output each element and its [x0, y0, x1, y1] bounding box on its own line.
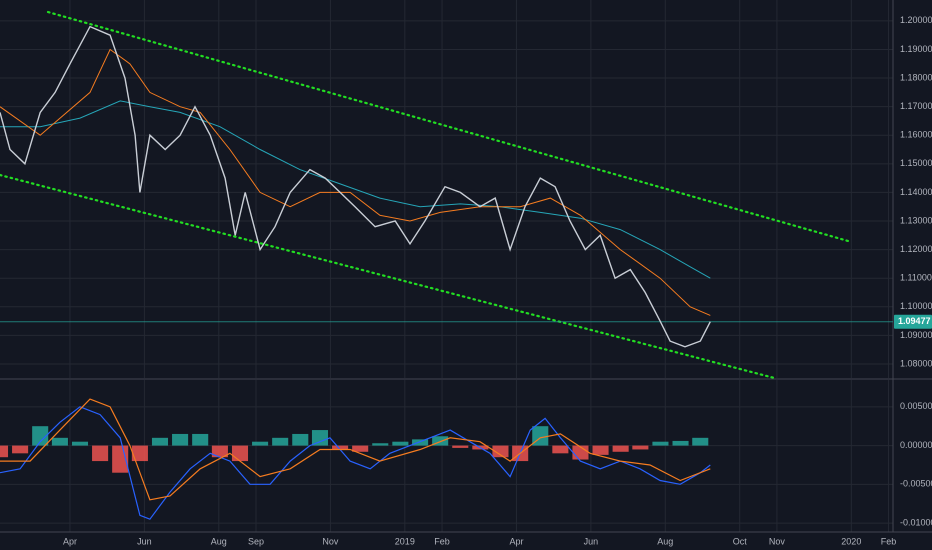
- histogram-bar: [172, 433, 189, 446]
- histogram-bar: [51, 437, 68, 446]
- histogram-bar: [71, 441, 89, 446]
- histogram-bar: [292, 433, 309, 446]
- y-tick-label: 1.10000: [900, 301, 932, 311]
- histogram-bar: [272, 437, 289, 446]
- x-tick-label: Aug: [211, 536, 227, 546]
- histogram-bar: [612, 445, 629, 452]
- histogram-bar: [672, 440, 689, 446]
- histogram-bar: [392, 441, 409, 446]
- macd-line: [0, 406, 711, 520]
- histogram-bar: [192, 433, 209, 446]
- x-tick-label: Apr: [63, 536, 77, 546]
- x-tick-label: Oct: [733, 536, 748, 546]
- histogram-bar: [32, 426, 49, 446]
- histogram-bar: [632, 445, 649, 450]
- y-tick-label: 1.15000: [900, 158, 932, 168]
- x-tick-label: Apr: [509, 536, 523, 546]
- histogram-bar: [311, 430, 329, 446]
- moving-average-line: [0, 48, 711, 316]
- histogram-bar: [372, 443, 389, 446]
- y-tick-label: 1.11000: [900, 273, 932, 283]
- x-tick-label: 2019: [395, 536, 415, 546]
- histogram-bar: [552, 445, 569, 454]
- price-line: [0, 25, 711, 348]
- y-tick-label: 1.18000: [900, 72, 932, 82]
- y-tick-label: 1.12000: [900, 244, 932, 254]
- moving-average-line: [0, 100, 711, 279]
- y-tick-label: 1.19000: [900, 44, 932, 54]
- histogram-bar: [352, 445, 369, 452]
- y-tick-label: -0.00500: [900, 479, 932, 489]
- trend-line: [0, 173, 775, 379]
- x-tick-label: Jun: [584, 536, 599, 546]
- last-price-label: 1.09477: [898, 316, 931, 326]
- histogram-bar: [492, 445, 509, 458]
- y-tick-label: 1.14000: [900, 187, 932, 197]
- x-tick-label: Nov: [769, 536, 786, 546]
- histogram-bar: [412, 439, 429, 446]
- x-tick-label: Jun: [137, 536, 152, 546]
- histogram-bar: [0, 445, 9, 458]
- x-tick-label: Sep: [248, 536, 264, 546]
- y-tick-label: 1.08000: [900, 358, 932, 368]
- histogram-bar: [432, 436, 449, 446]
- histogram-bar: [211, 445, 228, 458]
- x-tick-label: Feb: [434, 536, 450, 546]
- y-tick-label: 1.13000: [900, 215, 932, 225]
- histogram-bar: [452, 445, 469, 448]
- y-tick-label: 1.09000: [900, 330, 932, 340]
- y-tick-label: 1.17000: [900, 101, 932, 111]
- histogram-bar: [692, 437, 709, 446]
- histogram-bar: [12, 445, 29, 454]
- y-tick-label: 1.16000: [900, 130, 932, 140]
- histogram-bar: [151, 437, 169, 446]
- x-tick-label: Feb: [881, 536, 897, 546]
- x-tick-label: Nov: [322, 536, 339, 546]
- y-tick-label: 0.00500: [900, 401, 932, 411]
- x-tick-label: 2020: [841, 536, 861, 546]
- signal-line: [0, 398, 711, 501]
- histogram-bar: [332, 445, 349, 450]
- histogram-bar: [592, 445, 609, 455]
- y-tick-label: -0.01000: [900, 517, 932, 527]
- trend-line: [46, 10, 853, 243]
- x-tick-label: Aug: [657, 536, 673, 546]
- histogram-bar: [131, 445, 148, 462]
- y-tick-label: 0.00000: [900, 440, 932, 450]
- histogram-bar: [252, 441, 269, 446]
- histogram-bar: [231, 445, 249, 462]
- y-tick-label: 1.20000: [900, 15, 932, 25]
- histogram-bar: [92, 445, 109, 462]
- histogram-bar: [652, 441, 669, 446]
- last-price-tag: [894, 314, 932, 329]
